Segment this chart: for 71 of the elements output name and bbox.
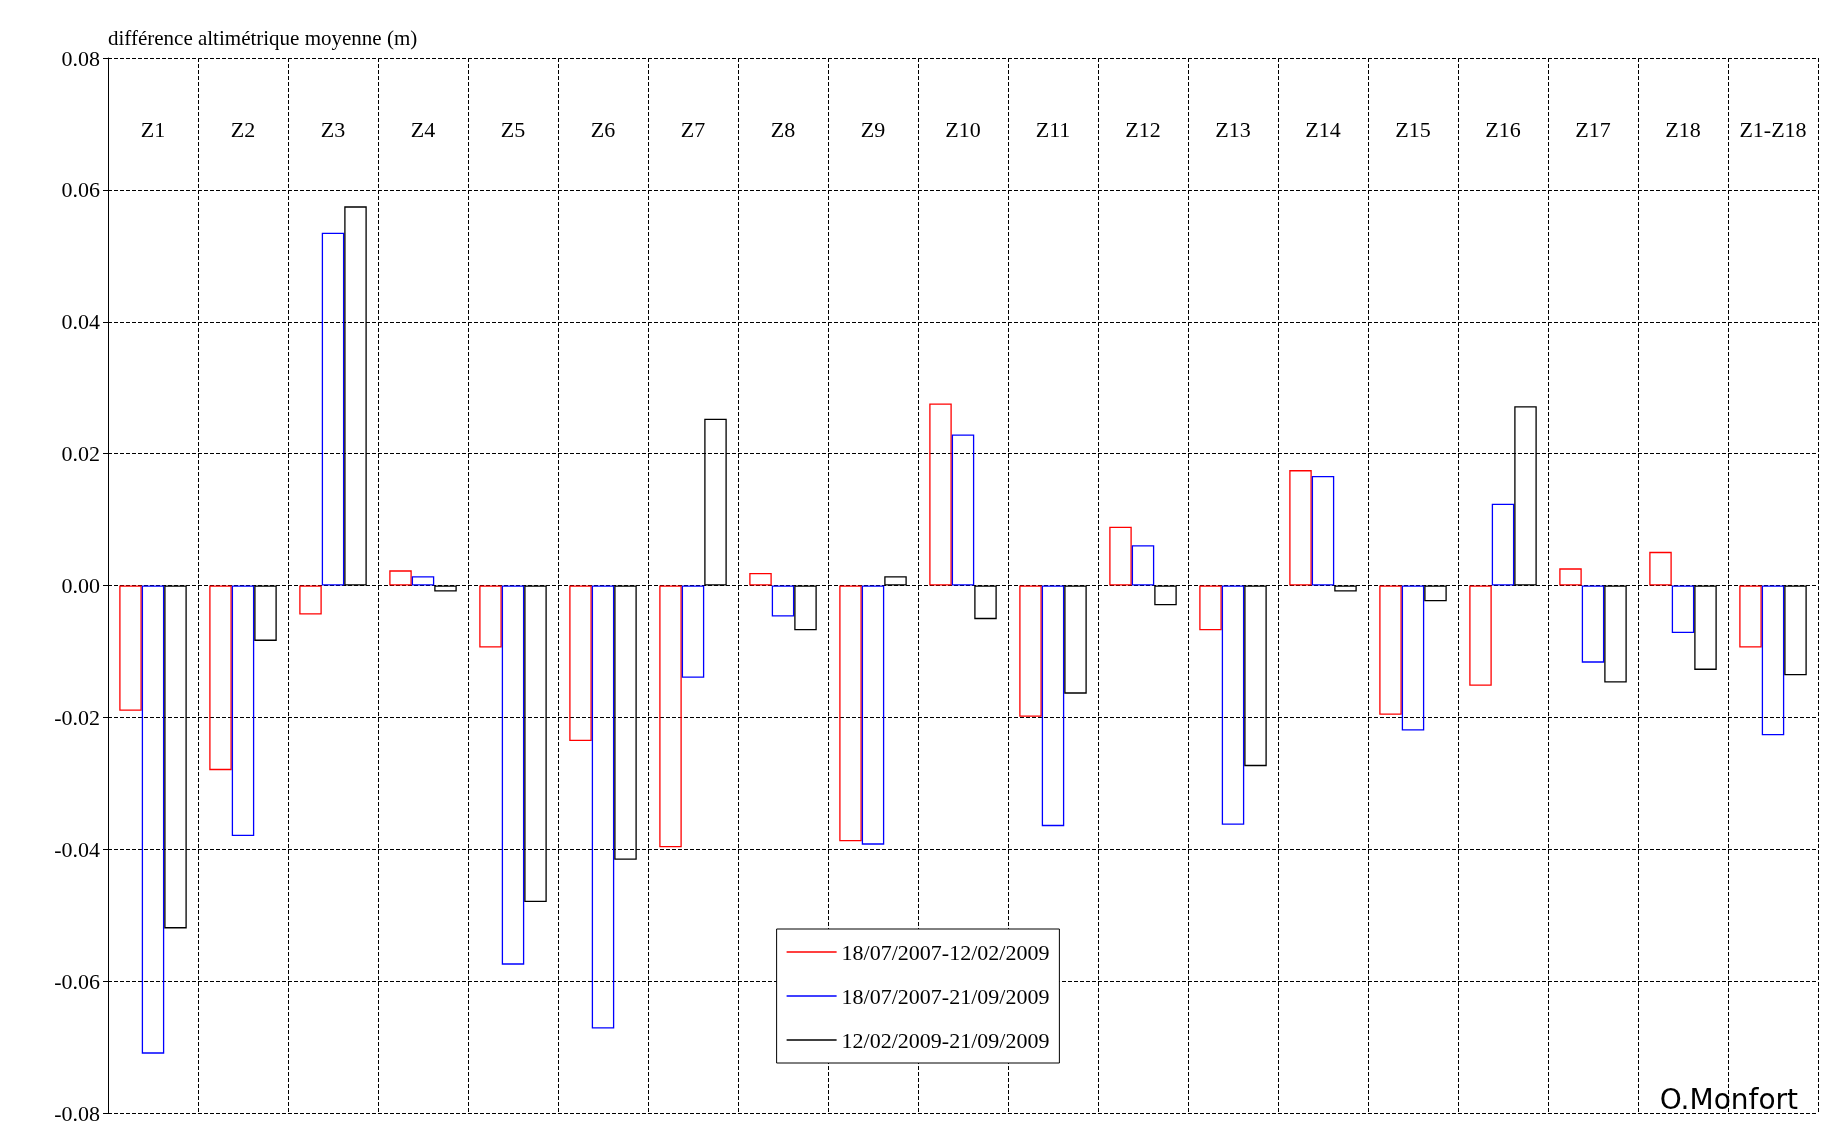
bar: [569, 585, 592, 742]
x-tick-label: Z1-Z18: [1739, 116, 1807, 142]
bar: [1469, 585, 1492, 686]
bar: [929, 403, 952, 586]
bar: [1739, 585, 1762, 648]
x-tick-label: Z14: [1305, 116, 1341, 142]
x-tick-label: Z7: [680, 116, 706, 142]
x-tick-label: Z4: [410, 116, 436, 142]
x-tick-label: Z6: [590, 116, 616, 142]
bar: [1559, 568, 1582, 586]
x-tick-label: Z2: [230, 116, 256, 142]
y-tick-label: 0.04: [61, 309, 100, 335]
bar: [1131, 545, 1155, 586]
x-tick-label: Z3: [320, 116, 346, 142]
x-tick-label: Z1: [140, 116, 166, 142]
annotation: O.Monfort: [1659, 1082, 1799, 1116]
bar: [1379, 585, 1402, 715]
bar: [411, 576, 435, 586]
bar: [299, 585, 322, 615]
x-tick-label: Z5: [500, 116, 526, 142]
bar: [1491, 503, 1515, 586]
bar: [1199, 585, 1222, 631]
x-tick-label: Z13: [1215, 116, 1251, 142]
bar: [501, 585, 525, 965]
bar: [591, 585, 615, 1029]
bar: [1289, 470, 1312, 586]
y-tick-label: -0.04: [54, 836, 100, 862]
bar: [1019, 585, 1042, 717]
legend-label: 18/07/2007-21/09/2009: [841, 983, 1050, 1009]
bar: [1221, 585, 1245, 825]
y-tick-label: 0.00: [61, 573, 100, 598]
x-tick-label: Z10: [945, 116, 981, 142]
bar: [1581, 585, 1605, 663]
y-tick-label: 0.06: [61, 177, 100, 203]
x-tick-label: Z17: [1575, 116, 1611, 142]
bar: [681, 585, 705, 678]
x-tick-label: Z15: [1395, 116, 1431, 142]
legend-label: 12/02/2009-21/09/2009: [841, 1027, 1050, 1053]
bar: [1761, 585, 1785, 736]
x-tick-label: Z9: [860, 116, 886, 142]
legend-label: 18/07/2007-12/02/2009: [841, 939, 1050, 965]
bar: [749, 572, 772, 586]
y-axis-title: différence altimétrique moyenne (m): [108, 25, 418, 50]
bar: [861, 585, 885, 845]
bar: [119, 585, 142, 711]
bar: [1671, 585, 1695, 633]
y-tick-label: -0.08: [54, 1100, 100, 1126]
bar: [839, 585, 862, 842]
x-tick-label: Z16: [1485, 116, 1521, 142]
bar: [951, 434, 975, 586]
bar: [321, 232, 345, 586]
bar: [1649, 551, 1672, 586]
x-tick-label: Z18: [1665, 116, 1701, 142]
bar: [141, 585, 165, 1054]
bar: [1041, 585, 1065, 827]
bar: [1109, 526, 1132, 586]
x-tick-label: Z8: [770, 116, 796, 142]
bar: [479, 585, 502, 648]
y-tick-label: 0.08: [61, 45, 100, 71]
bar: [1401, 585, 1425, 731]
bar: [771, 585, 795, 617]
bar: [231, 585, 255, 837]
bar: [1311, 476, 1335, 586]
bar: [209, 585, 232, 771]
bar: [659, 585, 682, 848]
y-tick-label: 0.02: [61, 441, 100, 467]
y-tick-label: -0.06: [54, 968, 100, 994]
y-tick-label: -0.02: [54, 704, 100, 730]
bar: [389, 570, 412, 586]
x-tick-label: Z12: [1125, 116, 1161, 142]
x-tick-label: Z11: [1035, 116, 1071, 142]
